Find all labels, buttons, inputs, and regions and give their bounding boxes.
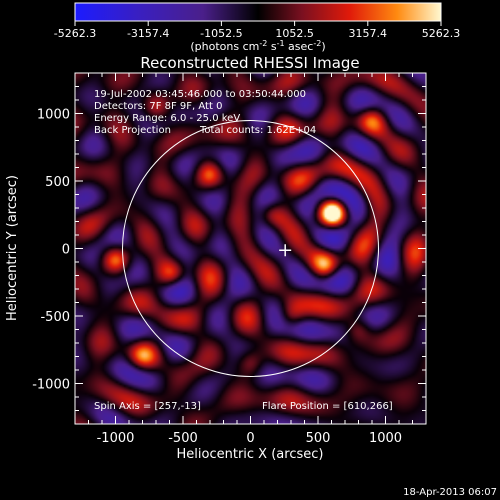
heatmap-image <box>75 73 426 424</box>
time-range-text: 19-Jul-2002 03:45:46.000 to 03:50:44.000 <box>94 89 306 100</box>
y-axis-label: Heliocentric Y (arcsec) <box>5 175 20 321</box>
colorbar-tick-label: -1052.5 <box>200 27 242 40</box>
colorbar-ticks: -5262.3 -3157.4 -1052.5 1052.5 3157.4 5262.3 <box>54 21 460 40</box>
colorbar-tick-label: -5262.3 <box>54 27 96 40</box>
colorbar-tick-label: -3157.4 <box>127 27 169 40</box>
colorbar: -5262.3 -3157.4 -1052.5 1052.5 3157.4 5262.3 … <box>54 2 460 53</box>
spin-axis-marker <box>279 244 292 257</box>
colorbar-unit-mid: s <box>267 40 276 53</box>
flare-position-text: Flare Position = [610,266] <box>262 401 393 412</box>
y-tick-label: 500 <box>45 175 70 190</box>
x-tick-label: 0 <box>246 431 254 446</box>
x-tick-label: -500 <box>168 431 198 446</box>
x-axis-label: Heliocentric X (arcsec) <box>177 447 324 462</box>
chart-title: Reconstructed RHESSI Image <box>140 54 359 72</box>
spin-axis-text: Spin Axis = [257,-13] <box>94 401 201 412</box>
colorbar-unit-exp3: -2 <box>313 39 321 48</box>
colorbar-tick-label: 5262.3 <box>422 27 461 40</box>
colorbar-tick-label: 1052.5 <box>275 27 314 40</box>
colorbar-unit-exp2: -1 <box>277 39 285 48</box>
colorbar-unit-exp1: -2 <box>259 39 267 48</box>
y-tick-label: -500 <box>40 310 70 325</box>
colorbar-unit-close: ) <box>321 40 325 53</box>
detectors-text: Detectors: 7F 8F 9F, Att 0 <box>94 101 222 112</box>
x-tick-label: 500 <box>306 431 331 446</box>
method-text: Back Projection <box>94 125 171 136</box>
colorbar-unit-main: (photons cm <box>190 40 259 53</box>
total-counts-text: Total counts: 1.62E+04 <box>199 125 316 136</box>
colorbar-unit-end: asec <box>285 40 314 53</box>
colorbar-gradient <box>74 2 442 22</box>
solar-limb-circle <box>122 120 379 377</box>
plot-area: -1000 -500 0 500 1000 -1000 -500 0 500 1000 <box>32 72 427 446</box>
x-tick-label: 1000 <box>369 431 402 446</box>
y-tick-label: 0 <box>62 243 70 258</box>
y-tick-label: 1000 <box>37 108 70 123</box>
colorbar-tick-label: 3157.4 <box>349 27 388 40</box>
timestamp-text: 18-Apr-2013 06:07 <box>403 487 497 498</box>
axis-ticks: -1000 -500 0 500 1000 -1000 -500 0 500 1000 <box>32 73 426 446</box>
x-tick-label: -1000 <box>97 431 135 446</box>
energy-range-text: Energy Range: 6.0 - 25.0 keV <box>94 113 240 124</box>
y-tick-label: -1000 <box>32 378 70 393</box>
colorbar-unit-label: (photons cm-2 s-1 asec-2) <box>190 39 325 53</box>
plot-annotations: 19-Jul-2002 03:45:46.000 to 03:50:44.000… <box>94 89 393 412</box>
